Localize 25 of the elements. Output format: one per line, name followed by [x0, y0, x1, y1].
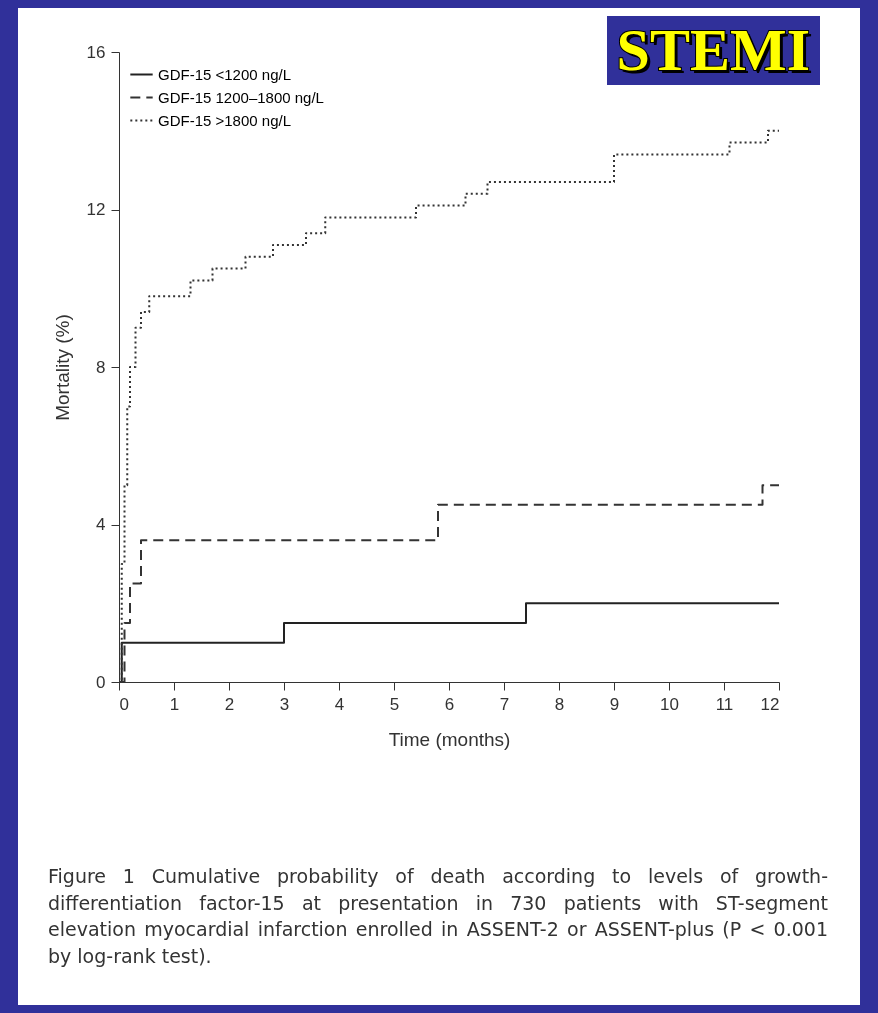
y-tick-label: 12	[86, 200, 106, 219]
legend-label: GDF-15 >1800 ng/L	[158, 111, 292, 129]
x-tick-label: 6	[444, 694, 455, 714]
x-tick-label: 8	[554, 694, 565, 714]
x-tick-label: 4	[334, 694, 345, 714]
x-tick-label: 5	[389, 694, 400, 714]
x-tick-label: 12	[760, 694, 780, 714]
x-axis-title: Time (months)	[388, 728, 511, 750]
x-tick-label: 1	[169, 694, 180, 714]
y-tick-label: 8	[96, 357, 106, 377]
x-tick-label: 10	[660, 694, 679, 714]
legend-label: GDF-15 <1200 ng/L	[158, 65, 292, 83]
x-tick-label: 0	[119, 694, 129, 714]
chart-title: STEMI	[606, 16, 820, 85]
x-tick-label: 3	[279, 694, 290, 714]
legend-label: GDF-15 1200–1800 ng/L	[158, 88, 324, 106]
y-tick-label: 0	[96, 672, 106, 692]
x-tick-label: 11	[715, 694, 734, 714]
x-tick-label: 7	[499, 694, 510, 714]
y-axis-title: Mortality (%)	[51, 314, 73, 421]
x-tick-label: 2	[224, 694, 235, 714]
y-tick-label: 4	[96, 515, 106, 534]
caption: Figure 1 Cumulative probability of death according to levels of growth-differentiation factor-15 at presentation in 730 patients with ST-segment elevation myocardial infarction enrolled in ASSENT-2 or ASSENT-plus (P < 0.001 by log-rank test).	[48, 864, 828, 969]
y-tick-label: 16	[86, 42, 106, 62]
x-tick-label: 9	[609, 694, 620, 714]
